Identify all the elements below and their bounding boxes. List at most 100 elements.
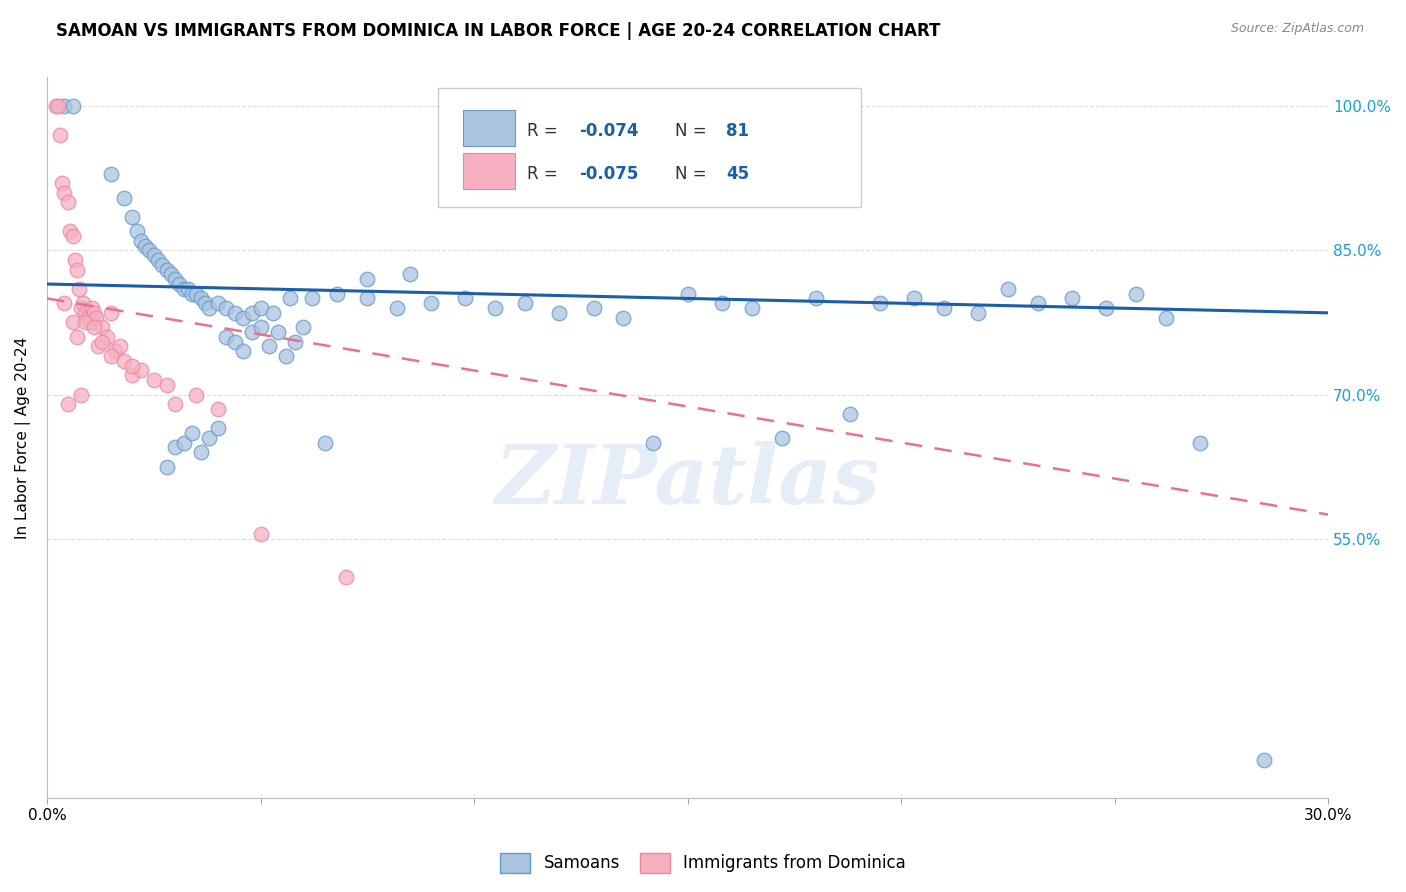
Point [257, 339, 280, 353]
Point [72, 296, 94, 310]
Point [232, 310, 254, 325]
Point [51, 176, 73, 190]
Text: SAMOAN VS IMMIGRANTS FROM DOMINICA IN LABOR FORCE | AGE 20-24 CORRELATION CHART: SAMOAN VS IMMIGRANTS FROM DOMINICA IN LA… [56, 22, 941, 40]
Point [266, 325, 288, 339]
Point [240, 325, 263, 339]
Point [198, 431, 221, 445]
Text: 45: 45 [725, 165, 749, 183]
Point [1253, 753, 1275, 767]
Point [181, 425, 204, 440]
Point [100, 167, 122, 181]
Point [159, 268, 181, 282]
Point [276, 349, 298, 363]
Point [169, 277, 191, 291]
Point [548, 306, 571, 320]
Point [66, 262, 89, 277]
Point [70, 301, 93, 315]
Point [356, 292, 378, 306]
Point [59, 224, 82, 238]
Point [62, 229, 84, 244]
Point [138, 244, 160, 258]
Text: ZIPatlas: ZIPatlas [495, 441, 880, 521]
Point [240, 306, 263, 320]
Point [301, 292, 323, 306]
Point [612, 310, 634, 325]
Point [76, 310, 98, 325]
Point [165, 272, 187, 286]
Point [249, 526, 271, 541]
Point [710, 296, 733, 310]
Point [770, 431, 793, 445]
Point [643, 435, 665, 450]
Point [804, 292, 827, 306]
Point [100, 306, 122, 320]
Point [67, 282, 90, 296]
Point [190, 445, 212, 459]
Point [314, 435, 336, 450]
Text: -0.074: -0.074 [579, 122, 638, 140]
Point [181, 286, 204, 301]
Point [142, 373, 165, 387]
Text: N =: N = [675, 165, 711, 183]
Point [63, 252, 86, 267]
Point [399, 268, 422, 282]
Point [83, 306, 105, 320]
Point [121, 210, 143, 224]
Point [155, 459, 177, 474]
Point [186, 286, 208, 301]
Point [146, 252, 169, 267]
Point [58, 397, 80, 411]
Point [215, 330, 238, 344]
Text: R =: R = [527, 122, 564, 140]
Point [1189, 435, 1212, 450]
Point [62, 315, 84, 329]
Point [66, 330, 89, 344]
Point [142, 248, 165, 262]
Point [454, 292, 477, 306]
Text: -0.075: -0.075 [579, 165, 638, 183]
Point [190, 292, 212, 306]
Point [292, 320, 315, 334]
Point [232, 344, 254, 359]
Point [676, 286, 699, 301]
FancyBboxPatch shape [464, 153, 515, 189]
Point [150, 258, 173, 272]
Point [75, 315, 97, 329]
Point [44, 99, 66, 113]
Point [262, 306, 284, 320]
Point [198, 301, 221, 315]
Y-axis label: In Labor Force | Age 20-24: In Labor Force | Age 20-24 [15, 336, 31, 539]
Text: Source: ZipAtlas.com: Source: ZipAtlas.com [1230, 22, 1364, 36]
Point [87, 339, 110, 353]
Point [207, 401, 229, 416]
Point [165, 441, 187, 455]
Point [1154, 310, 1177, 325]
Point [53, 296, 76, 310]
Point [173, 282, 195, 296]
Point [96, 330, 118, 344]
Point [49, 128, 72, 142]
Point [335, 570, 357, 584]
Point [249, 301, 271, 315]
Point [165, 397, 187, 411]
Point [129, 363, 152, 377]
Text: 81: 81 [725, 122, 749, 140]
Point [249, 320, 271, 334]
Point [58, 195, 80, 210]
Point [121, 368, 143, 383]
Point [356, 272, 378, 286]
Point [155, 262, 177, 277]
Point [53, 99, 76, 113]
Point [129, 234, 152, 248]
Point [869, 296, 891, 310]
Point [186, 387, 208, 401]
Point [1095, 301, 1118, 315]
Point [46, 99, 69, 113]
Point [53, 186, 76, 200]
Point [582, 301, 605, 315]
Point [83, 320, 105, 334]
Point [420, 296, 443, 310]
Point [1026, 296, 1049, 310]
Legend: Samoans, Immigrants from Dominica: Samoans, Immigrants from Dominica [494, 847, 912, 880]
Point [104, 344, 127, 359]
